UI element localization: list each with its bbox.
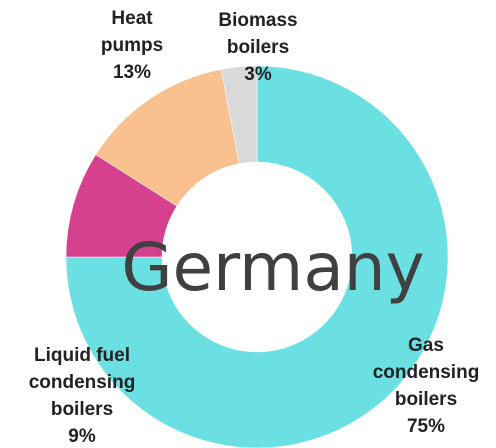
slice-label: Gas condensing boilers 75% (361, 332, 491, 440)
slice-name: Liquid fuel condensing boilers (28, 345, 136, 420)
slice-name: Biomass boilers (218, 10, 298, 58)
slice-name: Heat pumps (100, 8, 164, 56)
slice-value: 9% (68, 426, 96, 447)
slice-value: 75% (406, 416, 446, 437)
donut-segment (65, 65, 449, 448)
slice-value: 13% (112, 62, 152, 83)
slice-name: Gas condensing boilers (372, 335, 480, 410)
donut-segment (220, 65, 258, 164)
chart-title: Germany (121, 229, 424, 306)
slice-label: Liquid fuel condensing boilers 9% (12, 342, 152, 448)
slice-value: 3% (244, 64, 272, 85)
slice-label: Heat pumps 13% (87, 5, 177, 86)
slice-label: Biomass boilers 3% (203, 7, 313, 88)
